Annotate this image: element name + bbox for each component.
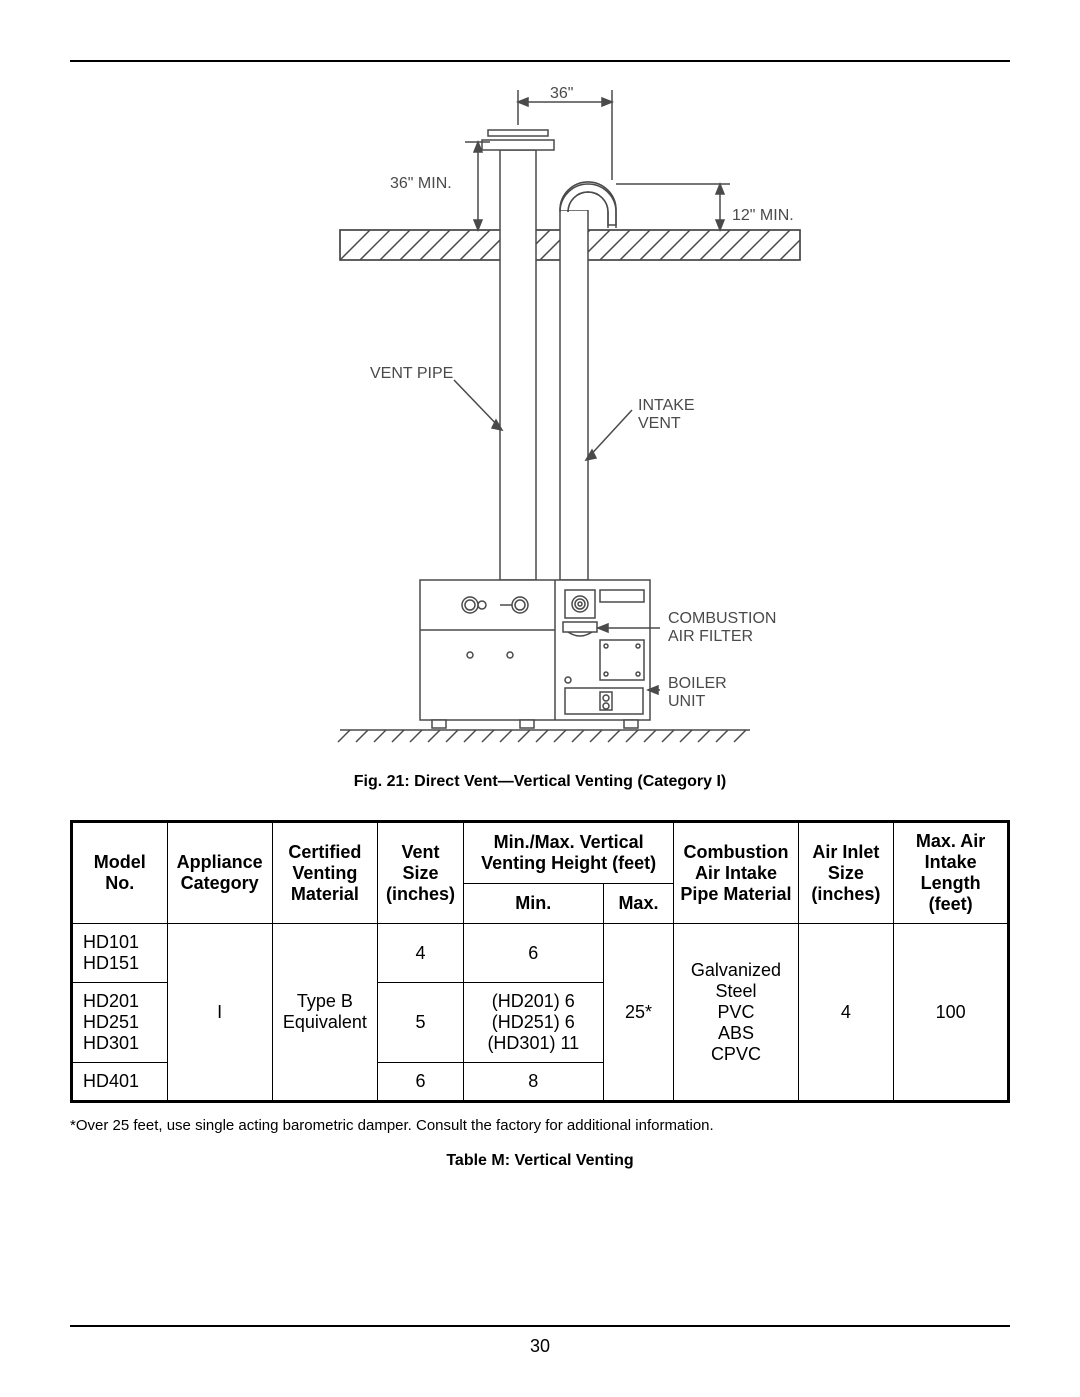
cell-max: 25* — [603, 924, 674, 1102]
th-min: Min. — [463, 884, 603, 924]
cell-min-0: 6 — [463, 924, 603, 983]
cell-appliance: I — [167, 924, 272, 1102]
cell-certified: Type B Equivalent — [272, 924, 377, 1102]
cell-model-1: HD201HD251HD301 — [72, 983, 168, 1063]
th-appliance: Appliance Category — [167, 822, 272, 924]
cell-model-0: HD101HD151 — [72, 924, 168, 983]
vent-diagram: 36" 36" MIN. 12" MIN. VENT PIPE INTAKE V… — [220, 80, 860, 760]
page-number: 30 — [0, 1336, 1080, 1357]
vertical-venting-table: Model No. Appliance Category Certified V… — [70, 820, 1010, 1103]
dim-right-label: 12" MIN. — [732, 207, 794, 224]
th-max-air: Max. Air Intake Length (feet) — [894, 822, 1009, 924]
dim-left-label: 36" MIN. — [390, 175, 452, 192]
diagram-wrap: 36" 36" MIN. 12" MIN. VENT PIPE INTAKE V… — [0, 80, 1080, 791]
cell-vent-0: 4 — [377, 924, 463, 983]
boiler-label-2: UNIT — [668, 693, 706, 710]
th-certified: Certified Venting Material — [272, 822, 377, 924]
cell-combustion: GalvanizedSteelPVCABSCPVC — [674, 924, 798, 1102]
cell-model-2: HD401 — [72, 1063, 168, 1102]
intake-vent-label-1: INTAKE — [638, 397, 695, 414]
combustion-label-2: AIR FILTER — [668, 628, 753, 645]
dim-top-label: 36" — [550, 85, 573, 102]
th-minmax: Min./Max. Vertical Venting Height (feet) — [463, 822, 673, 884]
cell-min-1: (HD201) 6(HD251) 6(HD301) 11 — [463, 983, 603, 1063]
vent-pipe-label: VENT PIPE — [370, 365, 453, 382]
table-footnote: *Over 25 feet, use single acting baromet… — [70, 1117, 1010, 1134]
th-air-inlet: Air Inlet Size (inches) — [798, 822, 894, 924]
figure-caption: Fig. 21: Direct Vent—Vertical Venting (C… — [0, 773, 1080, 791]
combustion-label-1: COMBUSTION — [668, 610, 776, 627]
table-wrap: Model No. Appliance Category Certified V… — [70, 820, 1010, 1170]
cell-max-air: 100 — [894, 924, 1009, 1102]
cell-vent-2: 6 — [377, 1063, 463, 1102]
cell-min-2: 8 — [463, 1063, 603, 1102]
th-model: Model No. — [72, 822, 168, 924]
cell-vent-1: 5 — [377, 983, 463, 1063]
th-combustion: Combustion Air Intake Pipe Material — [674, 822, 798, 924]
cell-air-inlet: 4 — [798, 924, 894, 1102]
intake-vent-label-2: VENT — [638, 415, 681, 432]
top-rule — [70, 60, 1010, 62]
table-caption: Table M: Vertical Venting — [70, 1152, 1010, 1170]
bottom-rule — [70, 1325, 1010, 1327]
boiler-label-1: BOILER — [668, 675, 727, 692]
th-vent-size: Vent Size (inches) — [377, 822, 463, 924]
th-max: Max. — [603, 884, 674, 924]
